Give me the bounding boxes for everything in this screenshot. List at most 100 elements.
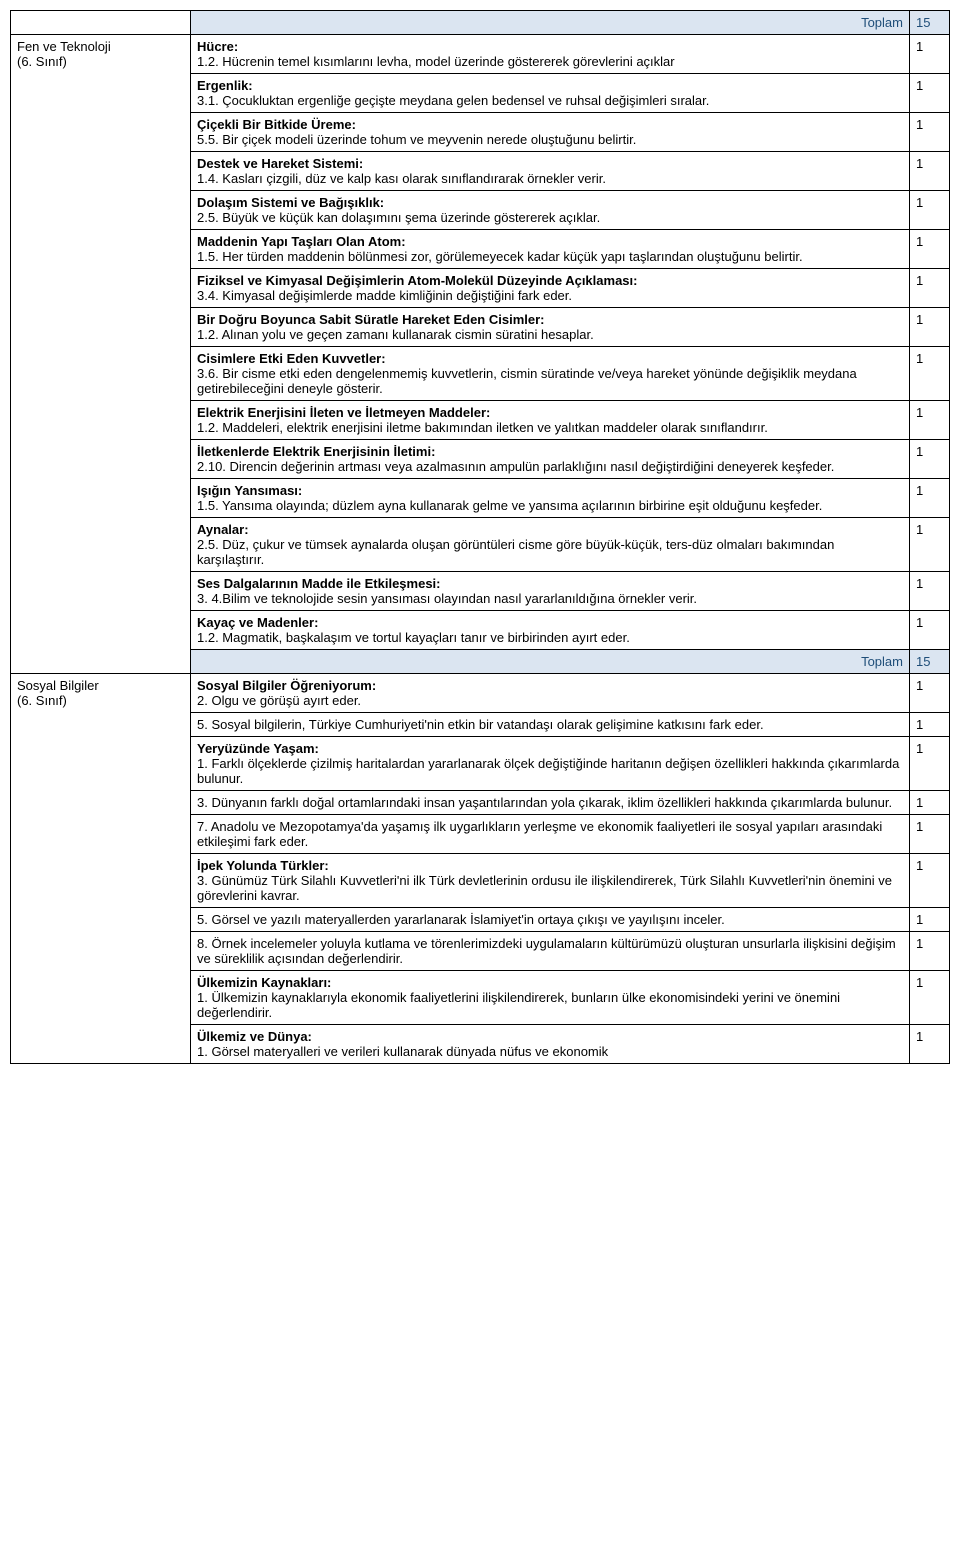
content-cell: Sosyal Bilgiler Öğreniyorum:2. Olgu ve g… (191, 674, 910, 713)
topic-body: 3.4. Kimyasal değişimlerde madde kimliği… (197, 288, 572, 303)
topic-body: 5. Sosyal bilgilerin, Türkiye Cumhuriyet… (197, 717, 764, 732)
count-cell: 1 (910, 74, 950, 113)
topic-heading: Yeryüzünde Yaşam: (197, 741, 319, 756)
topic-heading: Dolaşım Sistemi ve Bağışıklık: (197, 195, 384, 210)
topic-body: 3. Dünyanın farklı doğal ortamlarındaki … (197, 795, 892, 810)
count-cell: 1 (910, 269, 950, 308)
content-cell: Maddenin Yapı Taşları Olan Atom:1.5. Her… (191, 230, 910, 269)
topic-heading: Ülkemizin Kaynakları: (197, 975, 331, 990)
topic-heading: Fiziksel ve Kimyasal Değişimlerin Atom-M… (197, 273, 637, 288)
topic-heading: Elektrik Enerjisini İleten ve İletmeyen … (197, 405, 490, 420)
topic-body: 2. Olgu ve görüşü ayırt eder. (197, 693, 361, 708)
topic-heading: Ses Dalgalarının Madde ile Etkileşmesi: (197, 576, 440, 591)
content-cell: İletkenlerde Elektrik Enerjisinin İletim… (191, 440, 910, 479)
count-cell: 1 (910, 674, 950, 713)
topic-heading: Ergenlik: (197, 78, 253, 93)
topic-body: 1.5. Yansıma olayında; düzlem ayna kulla… (197, 498, 822, 513)
content-cell: Elektrik Enerjisini İleten ve İletmeyen … (191, 401, 910, 440)
count-cell: 1 (910, 440, 950, 479)
content-cell: Bir Doğru Boyunca Sabit Süratle Hareket … (191, 308, 910, 347)
topic-body: 7. Anadolu ve Mezopotamya'da yaşamış ilk… (197, 819, 882, 849)
topic-body: 3.1. Çocukluktan ergenliğe geçişte meyda… (197, 93, 709, 108)
topic-heading: Kayaç ve Madenler: (197, 615, 318, 630)
topic-body: 2.10. Direncin değerinin artması veya az… (197, 459, 834, 474)
content-cell: Dolaşım Sistemi ve Bağışıklık:2.5. Büyük… (191, 191, 910, 230)
content-cell: Yeryüzünde Yaşam:1. Farklı ölçeklerde çi… (191, 737, 910, 791)
topic-body: 3. 4.Bilim ve teknolojide sesin yansımas… (197, 591, 697, 606)
topic-heading: Bir Doğru Boyunca Sabit Süratle Hareket … (197, 312, 544, 327)
count-cell: 1 (910, 479, 950, 518)
count-cell: 1 (910, 815, 950, 854)
content-cell: Hücre:1.2. Hücrenin temel kısımlarını le… (191, 35, 910, 74)
topic-body: 1. Farklı ölçeklerde çizilmiş haritalard… (197, 756, 899, 786)
count-cell: 1 (910, 572, 950, 611)
count-cell: 1 (910, 113, 950, 152)
count-cell: 1 (910, 191, 950, 230)
topic-body: 3. Günümüz Türk Silahlı Kuvvetleri'ni il… (197, 873, 892, 903)
content-cell: Cisimlere Etki Eden Kuvvetler:3.6. Bir c… (191, 347, 910, 401)
topic-heading: Işığın Yansıması: (197, 483, 302, 498)
topic-body: 1. Görsel materyalleri ve verileri kulla… (197, 1044, 608, 1059)
content-cell: Kayaç ve Madenler:1.2. Magmatik, başkala… (191, 611, 910, 650)
content-cell: 5. Görsel ve yazılı materyallerden yarar… (191, 908, 910, 932)
content-cell: 3. Dünyanın farklı doğal ortamlarındaki … (191, 791, 910, 815)
content-cell: İpek Yolunda Türkler:3. Günümüz Türk Sil… (191, 854, 910, 908)
topic-body: 1.4. Kasları çizgili, düz ve kalp kası o… (197, 171, 606, 186)
count-cell: 1 (910, 401, 950, 440)
content-cell: 8. Örnek incelemeler yoluyla kutlama ve … (191, 932, 910, 971)
topic-heading: Aynalar: (197, 522, 249, 537)
topic-body: 1.2. Alınan yolu ve geçen zamanı kullana… (197, 327, 594, 342)
count-cell: 1 (910, 908, 950, 932)
count-cell: 1 (910, 230, 950, 269)
topic-body: 8. Örnek incelemeler yoluyla kutlama ve … (197, 936, 896, 966)
count-cell: 1 (910, 35, 950, 74)
curriculum-table: Toplam15Fen ve Teknoloji(6. Sınıf)Hücre:… (10, 10, 950, 1064)
topic-heading: Hücre: (197, 39, 238, 54)
count-cell: 1 (910, 347, 950, 401)
topic-heading: Cisimlere Etki Eden Kuvvetler: (197, 351, 386, 366)
subject-cell-empty (11, 11, 191, 35)
count-cell: 1 (910, 932, 950, 971)
subject-cell: Fen ve Teknoloji(6. Sınıf) (11, 35, 191, 674)
count-cell: 1 (910, 308, 950, 347)
topic-heading: İletkenlerde Elektrik Enerjisinin İletim… (197, 444, 435, 459)
content-cell: Işığın Yansıması:1.5. Yansıma olayında; … (191, 479, 910, 518)
topic-body: 2.5. Düz, çukur ve tümsek aynalarda oluş… (197, 537, 834, 567)
content-cell: Fiziksel ve Kimyasal Değişimlerin Atom-M… (191, 269, 910, 308)
content-cell: Ülkemizin Kaynakları:1. Ülkemizin kaynak… (191, 971, 910, 1025)
count-cell: 1 (910, 1025, 950, 1064)
topic-heading: Maddenin Yapı Taşları Olan Atom: (197, 234, 406, 249)
count-cell: 1 (910, 854, 950, 908)
topic-body: 1.2. Magmatik, başkalaşım ve tortul kaya… (197, 630, 630, 645)
count-cell: 1 (910, 611, 950, 650)
count-cell: 1 (910, 791, 950, 815)
topic-body: 1.5. Her türden maddenin bölünmesi zor, … (197, 249, 803, 264)
total-label: Toplam (191, 11, 910, 35)
subject-cell: Sosyal Bilgiler(6. Sınıf) (11, 674, 191, 1064)
total-label: Toplam (191, 650, 910, 674)
count-cell: 1 (910, 971, 950, 1025)
count-cell: 1 (910, 518, 950, 572)
topic-body: 5.5. Bir çiçek modeli üzerinde tohum ve … (197, 132, 636, 147)
content-cell: Aynalar:2.5. Düz, çukur ve tümsek aynala… (191, 518, 910, 572)
count-cell: 1 (910, 737, 950, 791)
content-cell: Ülkemiz ve Dünya:1. Görsel materyalleri … (191, 1025, 910, 1064)
count-cell: 1 (910, 713, 950, 737)
total-count: 15 (910, 650, 950, 674)
content-cell: Ses Dalgalarının Madde ile Etkileşmesi:3… (191, 572, 910, 611)
content-cell: 7. Anadolu ve Mezopotamya'da yaşamış ilk… (191, 815, 910, 854)
topic-heading: Çiçekli Bir Bitkide Üreme: (197, 117, 356, 132)
topic-body: 1.2. Maddeleri, elektrik enerjisini ilet… (197, 420, 768, 435)
topic-heading: Ülkemiz ve Dünya: (197, 1029, 312, 1044)
count-cell: 1 (910, 152, 950, 191)
content-cell: Destek ve Hareket Sistemi:1.4. Kasları ç… (191, 152, 910, 191)
topic-body: 3.6. Bir cisme etki eden dengelenmemiş k… (197, 366, 857, 396)
topic-body: 5. Görsel ve yazılı materyallerden yarar… (197, 912, 725, 927)
topic-heading: İpek Yolunda Türkler: (197, 858, 329, 873)
content-cell: Çiçekli Bir Bitkide Üreme:5.5. Bir çiçek… (191, 113, 910, 152)
topic-heading: Sosyal Bilgiler Öğreniyorum: (197, 678, 376, 693)
content-cell: Ergenlik:3.1. Çocukluktan ergenliğe geçi… (191, 74, 910, 113)
topic-body: 1. Ülkemizin kaynaklarıyla ekonomik faal… (197, 990, 840, 1020)
topic-body: 1.2. Hücrenin temel kısımlarını levha, m… (197, 54, 675, 69)
topic-heading: Destek ve Hareket Sistemi: (197, 156, 363, 171)
